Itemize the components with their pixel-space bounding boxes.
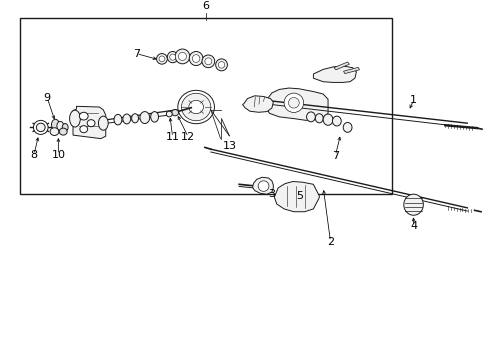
Ellipse shape: [332, 116, 341, 126]
Ellipse shape: [172, 109, 178, 116]
Polygon shape: [343, 67, 360, 73]
Ellipse shape: [87, 120, 95, 127]
Ellipse shape: [189, 51, 203, 66]
Ellipse shape: [205, 58, 212, 65]
Ellipse shape: [284, 93, 304, 112]
Ellipse shape: [202, 55, 215, 68]
Text: 4: 4: [410, 221, 417, 231]
Ellipse shape: [216, 59, 227, 71]
Text: 9: 9: [44, 93, 50, 103]
Text: 7: 7: [332, 150, 339, 161]
Text: 1: 1: [410, 95, 417, 105]
Ellipse shape: [289, 98, 299, 108]
Text: 8: 8: [30, 150, 37, 160]
Text: 13: 13: [222, 141, 236, 151]
Ellipse shape: [343, 122, 352, 132]
Text: 11: 11: [166, 132, 180, 142]
Polygon shape: [266, 88, 328, 120]
Ellipse shape: [157, 54, 167, 64]
Ellipse shape: [51, 119, 59, 130]
Ellipse shape: [62, 123, 68, 131]
Ellipse shape: [178, 52, 187, 60]
Ellipse shape: [80, 126, 88, 133]
Polygon shape: [334, 62, 349, 70]
Ellipse shape: [70, 110, 80, 127]
Ellipse shape: [98, 116, 108, 130]
Ellipse shape: [114, 114, 122, 125]
Ellipse shape: [79, 112, 88, 120]
Ellipse shape: [167, 51, 178, 63]
Polygon shape: [274, 181, 319, 212]
Ellipse shape: [36, 123, 45, 132]
Ellipse shape: [140, 112, 150, 123]
Ellipse shape: [307, 112, 316, 122]
Ellipse shape: [170, 54, 175, 60]
Ellipse shape: [57, 121, 64, 131]
Ellipse shape: [50, 128, 59, 135]
Ellipse shape: [189, 100, 203, 114]
Ellipse shape: [123, 114, 131, 124]
Ellipse shape: [151, 112, 159, 122]
Text: 6: 6: [202, 1, 209, 12]
Text: 2: 2: [327, 237, 334, 247]
Ellipse shape: [59, 128, 67, 135]
Ellipse shape: [404, 194, 423, 215]
Text: 7: 7: [133, 49, 140, 59]
Ellipse shape: [219, 62, 225, 68]
Ellipse shape: [258, 181, 269, 192]
Polygon shape: [253, 177, 273, 194]
Polygon shape: [243, 96, 273, 112]
Ellipse shape: [132, 114, 139, 123]
Ellipse shape: [166, 111, 172, 117]
Ellipse shape: [159, 56, 165, 62]
Polygon shape: [314, 66, 356, 82]
Polygon shape: [73, 106, 106, 139]
Ellipse shape: [323, 114, 333, 125]
Text: 12: 12: [181, 132, 196, 142]
Text: 10: 10: [51, 150, 65, 160]
Ellipse shape: [316, 114, 323, 123]
Ellipse shape: [175, 49, 190, 64]
Text: 3: 3: [269, 189, 275, 199]
Ellipse shape: [33, 120, 48, 134]
Ellipse shape: [181, 93, 211, 121]
Bar: [20, 18, 392, 194]
Ellipse shape: [193, 55, 200, 62]
Text: 5: 5: [296, 191, 303, 201]
Ellipse shape: [178, 90, 215, 124]
